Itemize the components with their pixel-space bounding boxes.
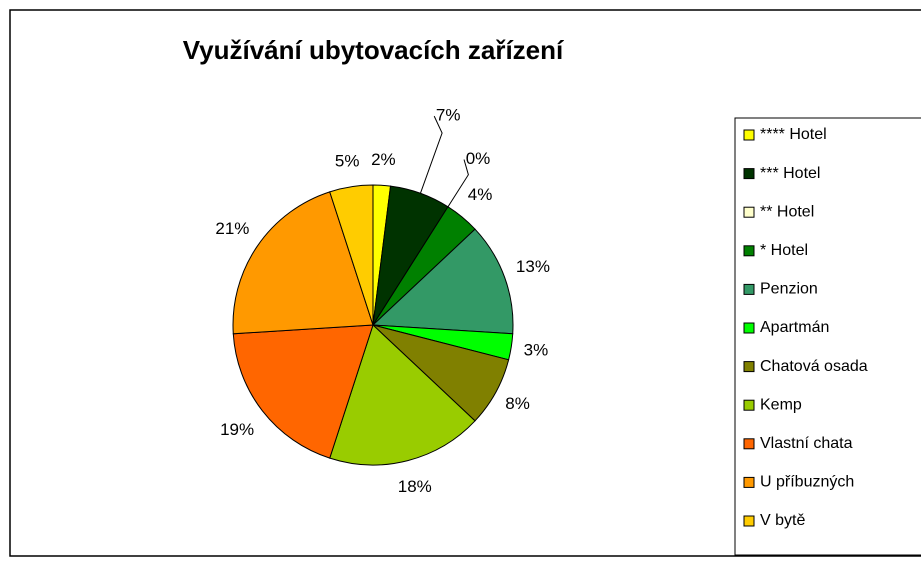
data-label: 21%	[215, 219, 249, 238]
legend-swatch	[743, 322, 755, 334]
legend-swatch	[743, 129, 755, 141]
chart-title: Využívání ubytovacích zařízení	[183, 35, 564, 65]
pie-slice	[232, 191, 374, 335]
data-label: 19%	[220, 420, 254, 439]
legend-swatch	[743, 399, 755, 411]
legend-swatch	[743, 515, 755, 527]
legend-label: * Hotel	[760, 242, 808, 259]
data-label: 2%	[371, 150, 396, 169]
legend-label: U příbuzných	[760, 474, 854, 491]
legend-label: Penzion	[760, 281, 818, 298]
legend-label: Apartmán	[760, 319, 829, 336]
legend-label: **** Hotel	[760, 126, 827, 143]
legend-swatch	[743, 476, 755, 488]
legend-label: *** Hotel	[760, 165, 820, 182]
leader-line	[419, 115, 443, 194]
legend-label: ** Hotel	[760, 203, 814, 220]
legend-swatch	[743, 283, 755, 295]
data-label: 7%	[436, 106, 461, 125]
data-label: 18%	[398, 477, 432, 496]
legend-swatch	[743, 206, 755, 218]
data-label: 0%	[466, 149, 491, 168]
data-label: 5%	[335, 152, 360, 171]
pie-slice	[371, 228, 514, 335]
legend-swatch	[743, 245, 755, 257]
legend-box	[734, 117, 921, 556]
pie-slice	[232, 324, 374, 459]
legend-label: Chatová osada	[760, 358, 868, 375]
data-label: 3%	[524, 340, 549, 359]
legend-swatch	[743, 438, 755, 450]
pie-slice	[329, 184, 374, 326]
legend-label: Kemp	[760, 396, 802, 413]
leader-line	[447, 159, 469, 208]
legend-label: V bytě	[760, 512, 805, 529]
legend-swatch	[743, 361, 755, 373]
legend-label: Vlastní chata	[760, 435, 853, 452]
data-label: 13%	[516, 257, 550, 276]
legend-swatch	[743, 168, 755, 180]
pie-slice	[329, 324, 476, 466]
data-label: 8%	[505, 394, 530, 413]
data-label: 4%	[468, 185, 493, 204]
